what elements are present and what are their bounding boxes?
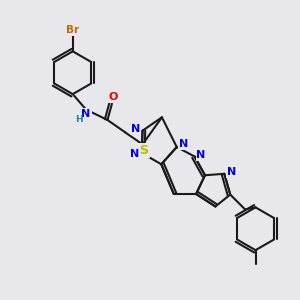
Text: O: O xyxy=(109,92,118,102)
Text: H: H xyxy=(75,115,82,124)
Text: N: N xyxy=(130,149,139,160)
Text: Br: Br xyxy=(66,25,79,35)
Text: N: N xyxy=(130,124,140,134)
Text: N: N xyxy=(82,109,91,119)
Text: S: S xyxy=(140,144,148,158)
Text: N: N xyxy=(196,150,206,160)
Text: N: N xyxy=(179,139,188,149)
Text: N: N xyxy=(227,167,236,177)
